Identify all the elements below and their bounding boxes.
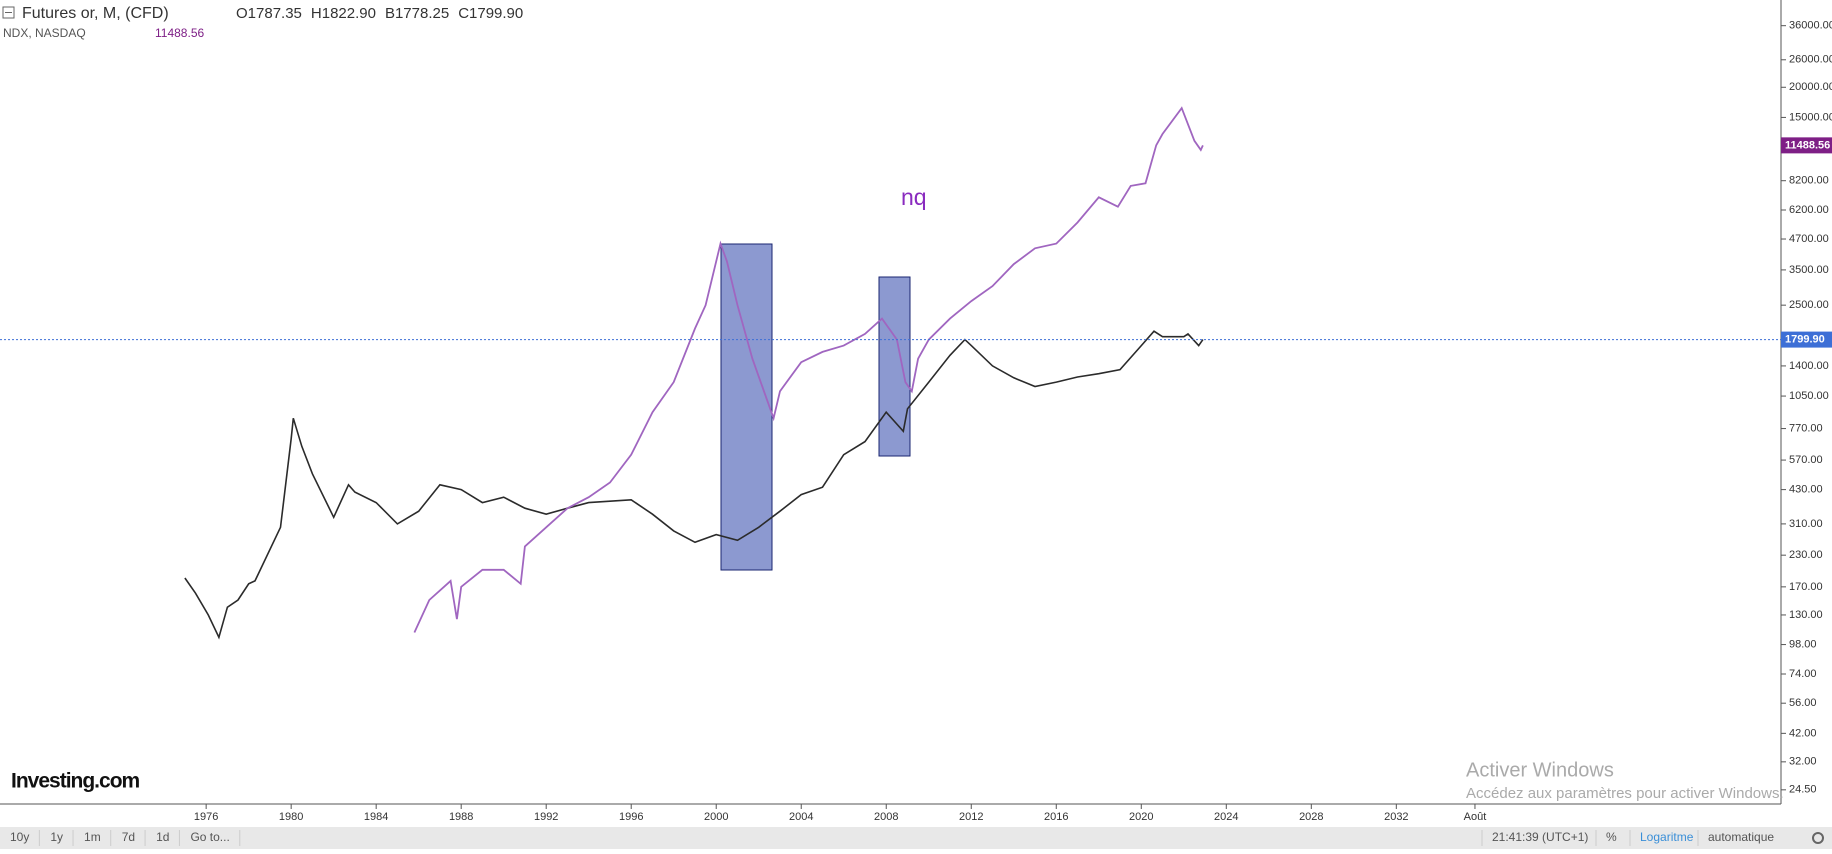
y-tick-label: 8200.00 <box>1789 175 1829 187</box>
y-tick-label: 26000.00 <box>1789 54 1832 66</box>
watermark-title: Activer Windows <box>1466 759 1614 781</box>
toolbar-button[interactable]: Go to... <box>190 830 229 844</box>
toolbar-button[interactable]: 1d <box>156 830 169 844</box>
y-tick-label: 430.00 <box>1789 484 1823 496</box>
y-tick-label: 4700.00 <box>1789 233 1829 245</box>
series-value: 11488.56 <box>155 26 204 40</box>
y-tick-label: 74.00 <box>1789 668 1817 680</box>
toolbar-item[interactable]: Logaritme <box>1640 830 1694 844</box>
y-tick-label: 20000.00 <box>1789 81 1832 93</box>
y-tick-label: 1050.00 <box>1789 390 1829 402</box>
y-tick-label: 130.00 <box>1789 609 1823 621</box>
series-title: Futures or, M, (CFD) <box>22 5 169 22</box>
x-tick-label: 1984 <box>364 811 388 823</box>
y-tick-label: 2500.00 <box>1789 299 1829 311</box>
toolbar-button[interactable]: 10y <box>10 830 29 844</box>
price-label: 1799.90 <box>1785 333 1825 345</box>
highlight-box <box>720 243 773 571</box>
logo: Investing.com <box>11 770 140 793</box>
ohlc-value: O1787.35 <box>236 5 302 22</box>
x-tick-label: 2004 <box>789 811 813 823</box>
y-tick-label: 310.00 <box>1789 518 1823 530</box>
y-tick-label: 770.00 <box>1789 422 1823 434</box>
y-tick-label: 98.00 <box>1789 638 1817 650</box>
x-tick-label: 1996 <box>619 811 643 823</box>
toolbar-item[interactable]: % <box>1606 830 1617 844</box>
price-label-bg <box>1781 137 1832 154</box>
x-tick-label: 2000 <box>704 811 728 823</box>
ohlc: O1787.35 H1822.90 B1778.25 C1799.90 <box>236 5 523 22</box>
x-tick-label: 1988 <box>449 811 473 823</box>
watermark-text: Accédez aux paramètres pour activer Wind… <box>1466 785 1784 802</box>
y-tick-label: 6200.00 <box>1789 204 1829 216</box>
annotation: nq <box>901 184 927 210</box>
y-tick-label: 3500.00 <box>1789 264 1829 276</box>
y-tick-label: 570.00 <box>1789 454 1823 466</box>
series-line <box>413 106 1204 633</box>
ohlc-value: H1822.90 <box>311 5 376 22</box>
price-label-bg <box>1781 331 1832 348</box>
x-tick-label: 1980 <box>279 811 303 823</box>
x-tick-label: 1976 <box>194 811 218 823</box>
price-label: 11488.56 <box>1785 139 1830 151</box>
toolbar-item: 21:41:39 (UTC+1) <box>1492 830 1588 844</box>
x-tick-label: 1992 <box>534 811 558 823</box>
y-tick-label: 230.00 <box>1789 549 1823 561</box>
series-title: NDX, NASDAQ <box>3 26 86 40</box>
y-tick-label: 24.50 <box>1789 784 1817 796</box>
series-line <box>184 330 1204 640</box>
highlight-box <box>878 276 911 457</box>
ohlc-value: B1778.25 <box>385 5 449 22</box>
y-tick-label: 56.00 <box>1789 697 1817 709</box>
y-tick-label: 1400.00 <box>1789 360 1829 372</box>
x-tick-label: 2032 <box>1384 811 1408 823</box>
x-tick-label: 2028 <box>1299 811 1323 823</box>
x-tick-label: 2016 <box>1044 811 1068 823</box>
collapse-icon[interactable] <box>2 6 15 19</box>
x-tick-label: Août <box>1464 811 1487 823</box>
y-tick-label: 32.00 <box>1789 756 1817 768</box>
toolbar-button[interactable]: 1m <box>84 830 101 844</box>
y-tick-label: 15000.00 <box>1789 111 1832 123</box>
toolbar-button[interactable]: 1y <box>50 830 63 844</box>
toolbar <box>0 827 1832 849</box>
y-tick-label: 170.00 <box>1789 581 1823 593</box>
toolbar-item[interactable]: automatique <box>1708 830 1774 844</box>
x-tick-label: 2012 <box>959 811 983 823</box>
ohlc-value: C1799.90 <box>458 5 523 22</box>
x-tick-label: 2008 <box>874 811 898 823</box>
toolbar-button[interactable]: 7d <box>122 830 135 844</box>
y-tick-label: 42.00 <box>1789 727 1817 739</box>
x-tick-label: 2024 <box>1214 811 1238 823</box>
x-tick-label: 2020 <box>1129 811 1153 823</box>
y-tick-label: 36000.00 <box>1789 20 1832 32</box>
settings-icon[interactable] <box>1812 832 1824 844</box>
